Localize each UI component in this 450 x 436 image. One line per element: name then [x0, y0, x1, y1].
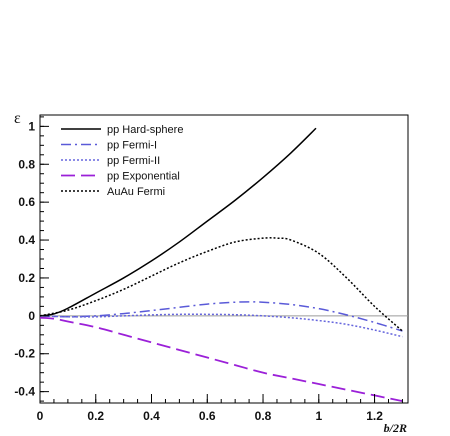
axis-layer: -0.4 -0.2 0 0.2 0.4 0.6 0.8 1 0 0.2 0.4 0.6 0.8 1 1.2: [14, 116, 403, 423]
plot-frame: [39, 114, 409, 404]
y-axis-label: ε: [14, 110, 21, 127]
legend-label: AuAu Fermi: [107, 186, 165, 198]
y-tick-label: 0.2: [18, 271, 35, 285]
x-tick-label: 0.2: [87, 409, 104, 423]
series-line-4: [39, 316, 403, 402]
series-line-1: [39, 127, 317, 317]
x-tick-label: 0.8: [255, 409, 272, 423]
x-tick-label: 0.4: [143, 409, 160, 423]
legend-label: pp Exponential: [107, 171, 180, 183]
x-tick-label: 0: [37, 409, 44, 423]
y-tick-label: -0.4: [14, 385, 35, 399]
x-tick-label: 0.6: [199, 409, 216, 423]
y-tick-label: 0.4: [18, 233, 35, 247]
y-tick-label: 1: [28, 119, 35, 133]
series-line-5: [39, 237, 403, 332]
y-tick-label: -0.2: [14, 347, 35, 361]
x-axis-label: b/2R: [384, 421, 407, 435]
y-tick-label: 0.6: [18, 195, 35, 209]
series-layer: [39, 127, 403, 402]
legend: pp Hard-sphere pp Fermi-I pp Fermi-II pp Ex…: [61, 124, 183, 198]
x-tick-label: 1.2: [366, 409, 383, 423]
legend-label: pp Fermi-II: [107, 155, 160, 167]
y-tick-label: 0.8: [18, 157, 35, 171]
legend-label: pp Hard-sphere: [107, 124, 183, 136]
series-line-3: [39, 313, 403, 338]
legend-label: pp Fermi-I: [107, 140, 157, 152]
x-tick-label: 1: [315, 409, 322, 423]
series-line-2: [39, 301, 403, 332]
y-tick-label: 0: [28, 309, 35, 323]
